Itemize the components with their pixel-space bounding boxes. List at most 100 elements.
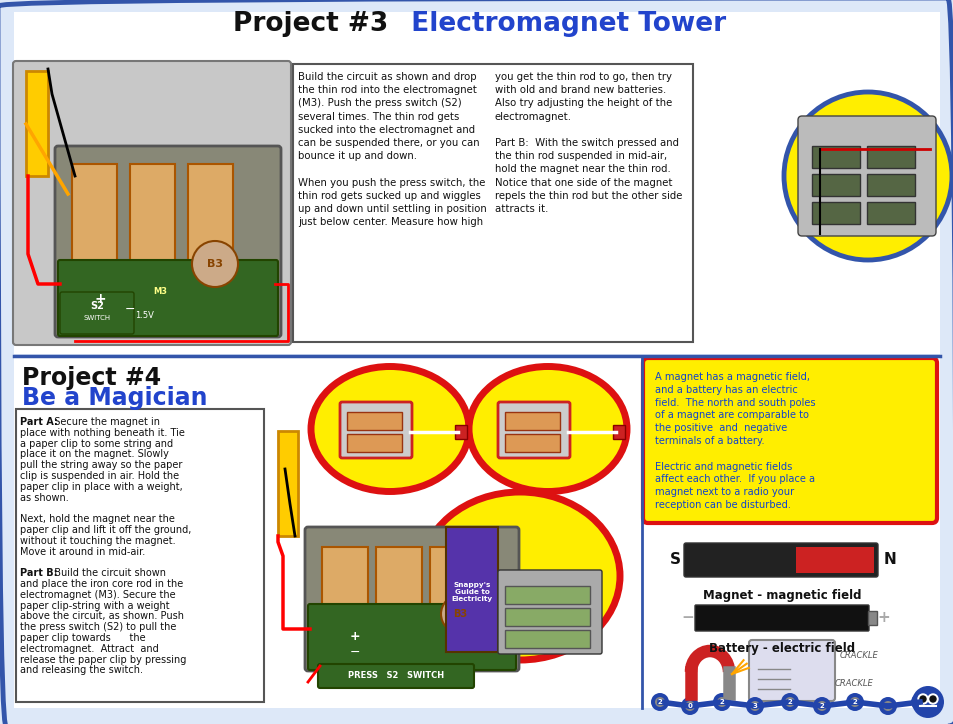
Text: Electric and magnetic fields: Electric and magnetic fields [655,462,792,471]
Text: above the circuit, as shown. Push: above the circuit, as shown. Push [20,611,184,621]
Circle shape [919,696,925,702]
FancyBboxPatch shape [748,640,834,701]
Bar [504,608,589,626]
Text: Next, hold the magnet near the: Next, hold the magnet near the [20,514,174,524]
Text: several times. The thin rod gets: several times. The thin rod gets [297,111,459,122]
Text: a paper clip to some string and: a paper clip to some string and [20,439,172,449]
Bar [347,434,401,452]
Circle shape [816,701,826,711]
Text: When you push the press switch, the: When you push the press switch, the [297,177,485,188]
Text: Build the circuit as shown and drop: Build the circuit as shown and drop [297,72,476,82]
Text: +: + [877,610,889,626]
FancyBboxPatch shape [13,61,291,345]
FancyBboxPatch shape [497,570,601,654]
Bar [811,202,859,224]
Circle shape [812,697,830,715]
Bar [26,71,48,176]
Text: A magnet has a magnetic field,: A magnet has a magnetic field, [655,372,809,382]
FancyBboxPatch shape [58,260,277,336]
Circle shape [910,693,928,711]
Text: Build the circuit shown: Build the circuit shown [48,568,166,578]
Text: with old and brand new batteries.: with old and brand new batteries. [495,85,665,95]
Bar [430,547,476,652]
Bar [811,174,859,196]
Text: and releasing the switch.: and releasing the switch. [20,665,143,675]
Text: 0: 0 [687,703,692,709]
Text: as shown.: as shown. [20,492,69,502]
Text: the thin rod suspended in mid-air,: the thin rod suspended in mid-air, [495,151,666,161]
Text: attracts it.: attracts it. [495,204,548,214]
Circle shape [914,697,924,707]
Circle shape [917,694,927,704]
Bar [347,412,401,430]
Text: Move it around in mid-air.: Move it around in mid-air. [20,547,145,557]
FancyBboxPatch shape [308,604,516,670]
Text: Part B:: Part B: [20,568,57,578]
Bar [811,146,859,168]
Circle shape [192,241,237,287]
Circle shape [929,696,935,702]
Text: N: N [882,552,896,568]
Text: magnet next to a radio your: magnet next to a radio your [655,487,794,497]
Circle shape [680,697,699,715]
Bar [866,202,914,224]
Text: electromagnet.: electromagnet. [495,111,572,122]
Bar [188,164,233,319]
Text: S: S [669,552,679,568]
Text: 2: 2 [787,699,792,705]
FancyBboxPatch shape [317,664,474,688]
Bar [455,425,467,439]
Bar [613,425,624,439]
Bar [277,431,297,536]
Text: (M3). Push the press switch (S2): (M3). Push the press switch (S2) [297,98,461,109]
Circle shape [882,701,892,711]
Text: paper clip-string with a weight: paper clip-string with a weight [20,601,170,610]
Text: B3: B3 [207,259,223,269]
Bar [504,630,589,648]
Text: Magnet - magnetic field: Magnet - magnetic field [702,589,861,602]
Bar [130,164,174,319]
Text: just below center. Measure how high: just below center. Measure how high [297,217,482,227]
Circle shape [783,92,951,260]
Circle shape [845,693,863,711]
Text: the thin rod into the electromagnet: the thin rod into the electromagnet [297,85,476,95]
Text: without it touching the magnet.: without it touching the magnet. [20,536,175,546]
Text: Project #4: Project #4 [22,366,161,390]
Text: Secure the magnet in: Secure the magnet in [48,417,160,427]
Text: terminals of a battery.: terminals of a battery. [655,436,763,446]
FancyBboxPatch shape [683,543,877,577]
Text: the press switch (S2) to pull the: the press switch (S2) to pull the [20,622,176,632]
Text: bounce it up and down.: bounce it up and down. [297,151,416,161]
Circle shape [927,694,937,704]
Text: B3: B3 [453,609,467,619]
Circle shape [749,701,760,711]
Text: you get the thin rod to go, then try: you get the thin rod to go, then try [495,72,671,82]
Text: M3: M3 [152,287,167,297]
Text: affect each other.  If you place a: affect each other. If you place a [655,474,814,484]
Text: Part B:  With the switch pressed and: Part B: With the switch pressed and [495,138,679,148]
Text: up and down until settling in position: up and down until settling in position [297,204,486,214]
Text: 3: 3 [752,703,757,709]
Text: the positive  and  negative: the positive and negative [655,424,786,433]
Text: field.  The north and south poles: field. The north and south poles [655,397,815,408]
FancyBboxPatch shape [16,409,264,702]
Text: hold the magnet near the thin rod.: hold the magnet near the thin rod. [495,164,670,174]
Text: place it on the magnet. Slowly: place it on the magnet. Slowly [20,450,169,460]
Circle shape [911,686,943,718]
Text: 2: 2 [657,699,661,705]
Text: and a battery has an electric: and a battery has an electric [655,384,797,395]
Text: 2: 2 [852,699,857,705]
Text: of a magnet are comparable to: of a magnet are comparable to [655,411,808,421]
Circle shape [440,595,478,633]
Text: 2: 2 [819,703,823,709]
Circle shape [878,697,896,715]
Text: Battery - electric field: Battery - electric field [708,642,854,655]
Text: PRESS   S2   SWITCH: PRESS S2 SWITCH [348,671,443,681]
Circle shape [650,693,668,711]
FancyBboxPatch shape [497,402,569,458]
Bar [14,356,939,708]
Text: 2: 2 [719,699,723,705]
Circle shape [655,697,664,707]
Text: pull the string away so the paper: pull the string away so the paper [20,460,182,470]
Bar [504,586,589,604]
